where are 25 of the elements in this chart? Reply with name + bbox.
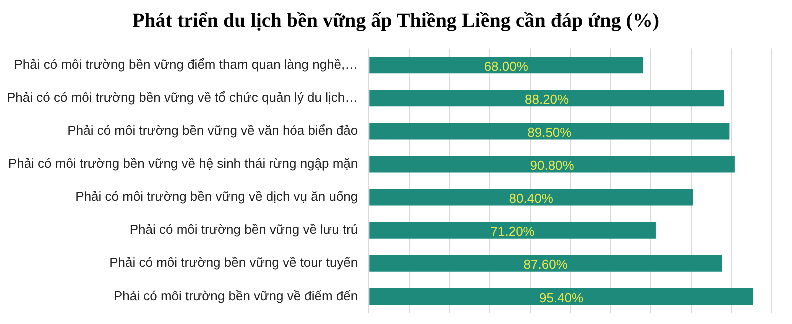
y-tick-label: Phải có có môi trường bền vững về tổ chức quản lý du lịch… bbox=[7, 90, 358, 105]
data-label: 95.40% bbox=[540, 290, 584, 306]
y-tick-label: Phải có môi trường bền vững về dịch vụ ăn uống bbox=[76, 189, 358, 204]
data-label: 89.50% bbox=[528, 125, 572, 140]
bar bbox=[370, 189, 694, 206]
y-tick-label: Phải có môi trường bền vững về văn hóa biển đảo bbox=[68, 123, 358, 138]
bar bbox=[370, 288, 754, 305]
chart-title: Phát triển du lịch bền vững ấp Thiềng Liềng cần đáp ứng (%) bbox=[131, 9, 661, 34]
data-label: 90.80% bbox=[530, 158, 575, 174]
bar bbox=[370, 123, 730, 140]
bar bbox=[370, 255, 722, 272]
data-label: 88.20% bbox=[525, 92, 570, 107]
data-label: 80.40% bbox=[509, 191, 554, 206]
data-label: 87.60% bbox=[524, 257, 568, 272]
bar bbox=[370, 90, 724, 107]
bar bbox=[370, 57, 644, 74]
y-tick-label: Phải có môi trường bền vững điểm tham quan làng nghề,… bbox=[14, 56, 358, 72]
y-tick-label: Phải có môi trường bền vững về lưu trú bbox=[130, 222, 358, 238]
data-label: 71.20% bbox=[490, 224, 536, 240]
bar bbox=[370, 156, 735, 173]
y-tick-label: Phải có môi trường bền vững về điểm đến bbox=[114, 288, 358, 304]
data-label: 68.00% bbox=[484, 58, 529, 74]
bar bbox=[370, 222, 656, 239]
y-tick-label: Phải có môi trường bền vững về tour tuyến bbox=[110, 255, 358, 270]
y-tick-label: Phải có môi trường bền vững về hệ sinh thái rừng ngập mặn bbox=[8, 156, 358, 172]
